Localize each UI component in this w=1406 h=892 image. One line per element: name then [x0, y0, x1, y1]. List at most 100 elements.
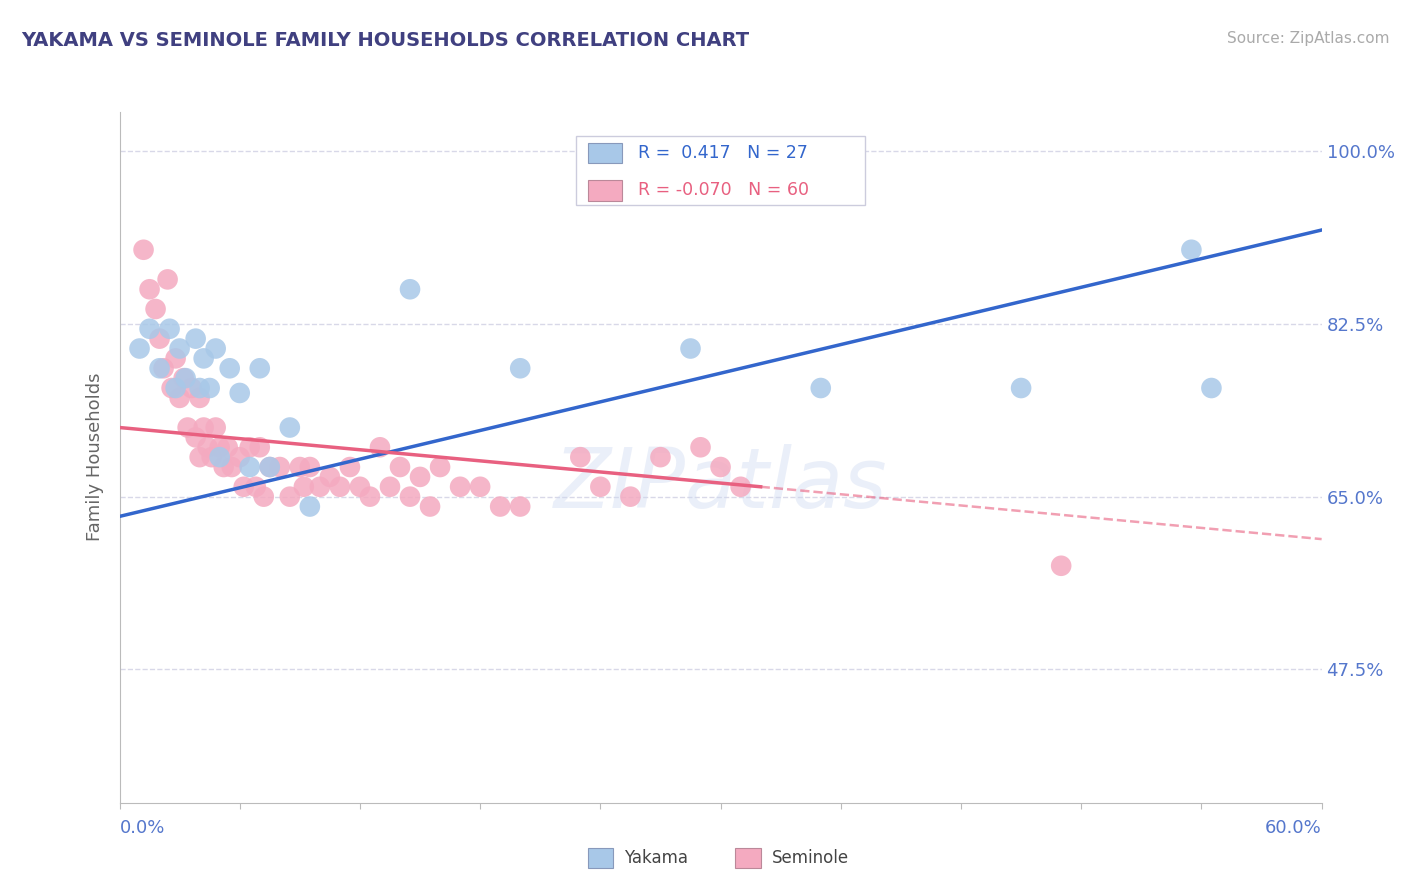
Point	[149, 332, 172, 346]
Point	[278, 490, 301, 504]
Point	[217, 440, 239, 454]
Point	[409, 470, 432, 484]
Point	[619, 490, 641, 504]
Point	[278, 420, 301, 434]
Point	[298, 460, 321, 475]
Point	[1050, 558, 1073, 573]
Point	[650, 450, 672, 465]
Point	[709, 460, 731, 475]
Point	[309, 480, 332, 494]
Point	[339, 460, 361, 475]
Point	[368, 440, 391, 454]
Point	[180, 381, 202, 395]
Point	[184, 332, 207, 346]
Point	[419, 500, 441, 514]
Point	[128, 342, 150, 356]
Point	[378, 480, 401, 494]
Text: Seminole: Seminole	[772, 849, 849, 867]
Point	[152, 361, 174, 376]
Point	[288, 460, 311, 475]
Point	[204, 420, 226, 434]
Point	[165, 351, 187, 366]
Point	[188, 391, 211, 405]
Point	[132, 243, 155, 257]
Text: YAKAMA VS SEMINOLE FAMILY HOUSEHOLDS CORRELATION CHART: YAKAMA VS SEMINOLE FAMILY HOUSEHOLDS COR…	[21, 31, 749, 50]
Bar	[588, 143, 621, 163]
Point	[1180, 243, 1202, 257]
Point	[149, 361, 172, 376]
Point	[138, 322, 160, 336]
Point	[259, 460, 281, 475]
Point	[399, 490, 422, 504]
Point	[253, 490, 276, 504]
Point	[1010, 381, 1032, 395]
Point	[249, 361, 271, 376]
Point	[188, 381, 211, 395]
Point	[138, 282, 160, 296]
Point	[228, 386, 252, 401]
Point	[319, 470, 342, 484]
Point	[730, 480, 752, 494]
Point	[245, 480, 267, 494]
Point	[509, 500, 531, 514]
Point	[359, 490, 381, 504]
Point	[399, 282, 422, 296]
Text: R = -0.070   N = 60: R = -0.070 N = 60	[638, 181, 808, 199]
Point	[173, 371, 195, 385]
Point	[468, 480, 492, 494]
Point	[208, 450, 231, 465]
Point	[239, 460, 262, 475]
Point	[169, 391, 191, 405]
Point	[201, 450, 224, 465]
Point	[218, 361, 240, 376]
Point	[228, 450, 252, 465]
Point	[156, 272, 179, 286]
Point	[159, 322, 181, 336]
Point	[249, 440, 271, 454]
Point	[193, 420, 215, 434]
Point	[429, 460, 451, 475]
Point	[176, 420, 198, 434]
Point	[174, 371, 197, 385]
Point	[239, 440, 262, 454]
Point	[298, 500, 321, 514]
Text: R =  0.417   N = 27: R = 0.417 N = 27	[638, 144, 807, 162]
Point	[204, 342, 226, 356]
Point	[810, 381, 832, 395]
Point	[509, 361, 531, 376]
Point	[198, 381, 221, 395]
Point	[165, 381, 187, 395]
Point	[1201, 381, 1223, 395]
Bar	[588, 180, 621, 201]
Point	[329, 480, 352, 494]
Point	[388, 460, 412, 475]
Point	[679, 342, 702, 356]
Point	[169, 342, 191, 356]
Text: 60.0%: 60.0%	[1265, 819, 1322, 837]
Text: Yakama: Yakama	[624, 849, 689, 867]
Point	[208, 440, 231, 454]
Point	[589, 480, 612, 494]
Text: ZIPatlas: ZIPatlas	[554, 444, 887, 525]
Point	[449, 480, 471, 494]
Point	[184, 430, 207, 444]
Y-axis label: Family Households: Family Households	[86, 373, 104, 541]
Point	[489, 500, 512, 514]
FancyBboxPatch shape	[576, 136, 865, 205]
Point	[145, 301, 167, 316]
Point	[259, 460, 281, 475]
Point	[349, 480, 371, 494]
Point	[188, 450, 211, 465]
Point	[221, 460, 243, 475]
Point	[160, 381, 183, 395]
Point	[197, 440, 219, 454]
Point	[232, 480, 254, 494]
Point	[689, 440, 711, 454]
Point	[212, 460, 235, 475]
Point	[193, 351, 215, 366]
Text: Source: ZipAtlas.com: Source: ZipAtlas.com	[1226, 31, 1389, 46]
Point	[569, 450, 592, 465]
Point	[292, 480, 315, 494]
Point	[269, 460, 291, 475]
Text: 0.0%: 0.0%	[120, 819, 165, 837]
